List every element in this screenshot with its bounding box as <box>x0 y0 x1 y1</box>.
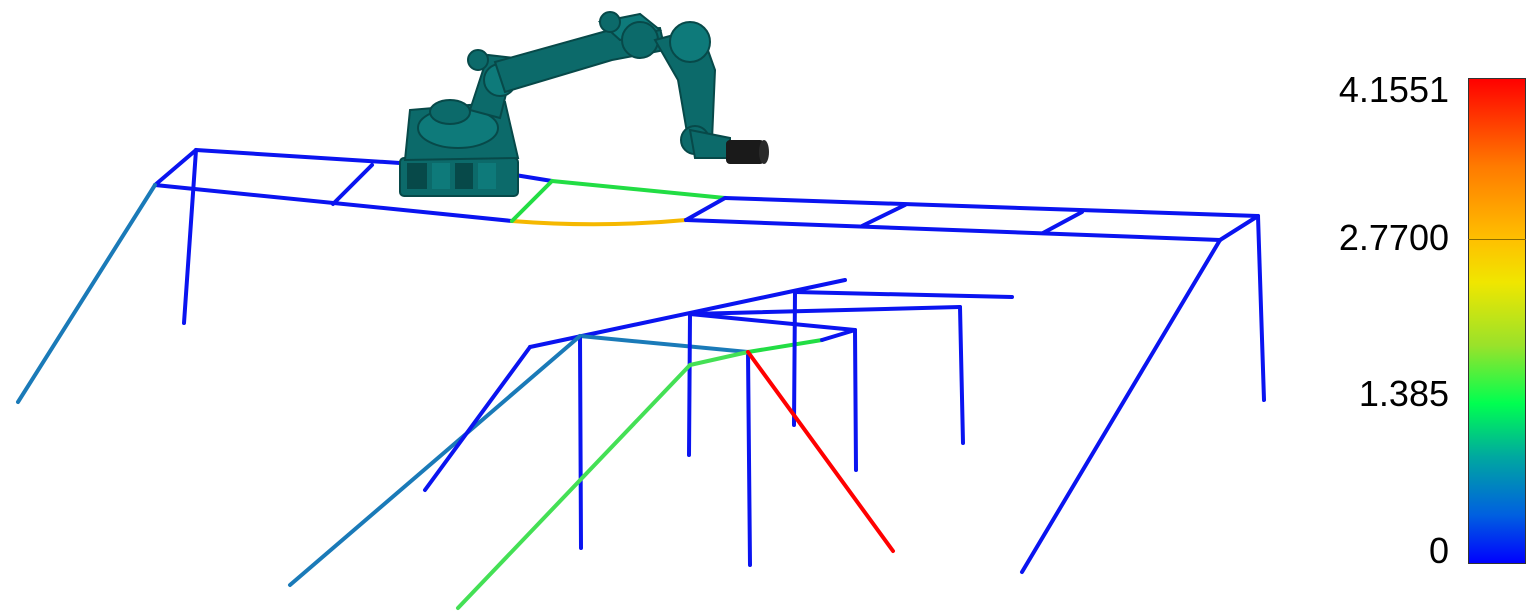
legend-min-label: 0 <box>1428 530 1449 571</box>
rear-frame-front-rail-right <box>684 218 1222 242</box>
rear-frame-diagonal-left <box>16 183 157 404</box>
legend-marker-line <box>1468 239 1526 240</box>
front-frame-back-top-rail <box>793 290 1014 299</box>
front-frame-diagonal-red <box>746 350 895 553</box>
front-frame-post-2 <box>687 312 692 457</box>
rear-frame-post-right <box>1256 214 1266 402</box>
front-frame-post-1 <box>578 334 583 550</box>
robot-arm[interactable] <box>399 11 769 197</box>
rear-frame <box>16 148 1266 574</box>
front-frame-post-3 <box>746 350 752 567</box>
robot-wrist <box>688 128 731 159</box>
robot-upper-arm <box>493 11 667 94</box>
front-frame-diagonal-green-top <box>688 350 750 367</box>
legend-colorbar <box>1468 78 1526 564</box>
front-frame-inner-cross <box>688 312 857 332</box>
rear-frame-back-rail-right <box>723 196 1260 218</box>
rear-frame-back-rail-green <box>550 179 727 200</box>
front-frame <box>288 278 1014 610</box>
legend-mid-low-label: 1.385 <box>1358 373 1449 414</box>
legend-mid-high-label: 2.7700 <box>1338 217 1449 258</box>
robot-tool-cylinder <box>726 140 769 164</box>
front-frame-diagonal-blue <box>423 345 532 492</box>
front-frame-post-4 <box>792 290 797 427</box>
legend-max-label: 4.1551 <box>1338 69 1449 110</box>
front-frame-mid-rail <box>688 305 962 316</box>
rear-frame-cross-1 <box>331 163 374 206</box>
rear-frame-back-rail-left <box>194 148 402 165</box>
rear-frame-cross-4 <box>860 203 907 228</box>
front-frame-post-6 <box>958 305 965 445</box>
front-frame-diagonal-left-teal <box>288 334 582 587</box>
rear-frame-cross-2 <box>510 179 554 223</box>
front-frame-post-5 <box>853 328 858 472</box>
front-frame-diagonal-green <box>456 363 692 610</box>
rear-frame-diagonal-right <box>1020 238 1222 574</box>
front-frame-beam-teal <box>578 334 750 354</box>
rear-frame-end-cross-left <box>153 148 198 187</box>
rear-frame-end-cross-right <box>1218 214 1260 242</box>
front-frame-beam-right <box>820 328 857 342</box>
rear-frame-front-rail-yellow <box>510 218 688 227</box>
rear-frame-back-rail-mid <box>513 173 554 183</box>
rear-frame-post-left <box>182 148 198 325</box>
rear-frame-cross-5 <box>1041 210 1084 235</box>
rear-frame-cross-3 <box>684 196 727 222</box>
front-frame-beam-green <box>746 338 824 354</box>
